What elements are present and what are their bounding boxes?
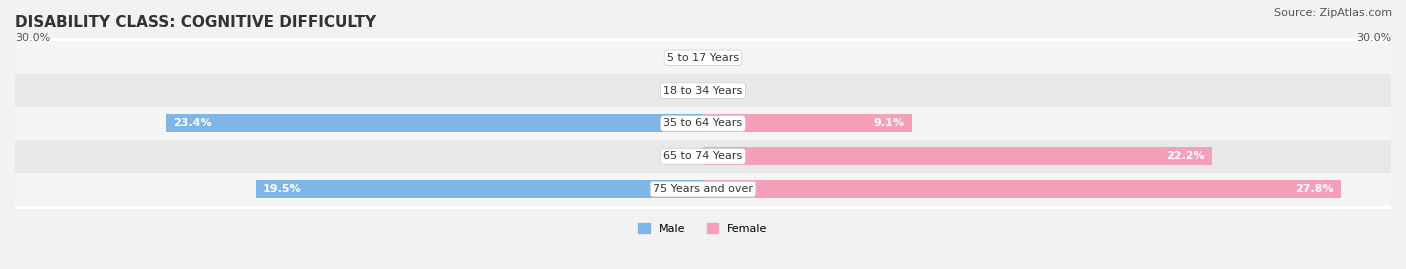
Text: 35 to 64 Years: 35 to 64 Years bbox=[664, 118, 742, 129]
Text: 9.1%: 9.1% bbox=[873, 118, 905, 129]
Text: 19.5%: 19.5% bbox=[263, 184, 301, 194]
Text: 18 to 34 Years: 18 to 34 Years bbox=[664, 86, 742, 96]
Text: 65 to 74 Years: 65 to 74 Years bbox=[664, 151, 742, 161]
Legend: Male, Female: Male, Female bbox=[638, 223, 768, 234]
Text: 0.0%: 0.0% bbox=[668, 151, 696, 161]
Bar bbox=[166, 114, 703, 133]
Bar bbox=[15, 74, 1391, 107]
Text: 5 to 17 Years: 5 to 17 Years bbox=[666, 53, 740, 63]
Text: 75 Years and over: 75 Years and over bbox=[652, 184, 754, 194]
Bar bbox=[703, 114, 911, 133]
Text: DISABILITY CLASS: COGNITIVE DIFFICULTY: DISABILITY CLASS: COGNITIVE DIFFICULTY bbox=[15, 15, 377, 30]
Bar bbox=[15, 173, 1391, 206]
Text: 0.0%: 0.0% bbox=[668, 53, 696, 63]
Text: 30.0%: 30.0% bbox=[15, 33, 51, 43]
Bar bbox=[15, 107, 1391, 140]
Text: 0.0%: 0.0% bbox=[710, 86, 738, 96]
Text: Source: ZipAtlas.com: Source: ZipAtlas.com bbox=[1274, 8, 1392, 18]
Text: 0.0%: 0.0% bbox=[710, 53, 738, 63]
Text: 22.2%: 22.2% bbox=[1167, 151, 1205, 161]
Text: 27.8%: 27.8% bbox=[1295, 184, 1334, 194]
Bar bbox=[15, 41, 1391, 74]
Bar bbox=[703, 180, 1340, 198]
Text: 0.0%: 0.0% bbox=[668, 86, 696, 96]
Text: 30.0%: 30.0% bbox=[1355, 33, 1391, 43]
Bar bbox=[703, 147, 1212, 165]
Bar bbox=[15, 140, 1391, 173]
Bar bbox=[256, 180, 703, 198]
Text: 23.4%: 23.4% bbox=[173, 118, 212, 129]
